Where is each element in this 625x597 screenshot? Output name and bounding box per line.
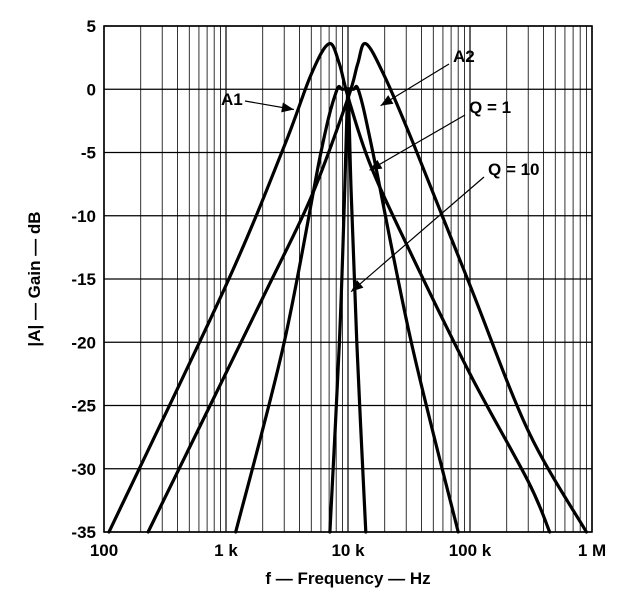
y-tick-labels: 5 0 -5 -10 -15 -20 -25 -30 -35 [71, 17, 96, 542]
x-tick-labels: 100 1 k 10 k 100 k 1 M [90, 541, 606, 560]
arrowhead-q-10 [351, 280, 364, 292]
y-tick-label: -5 [81, 144, 96, 163]
plot-frame [103, 25, 593, 533]
y-tick-label: 0 [87, 80, 96, 99]
y-tick-label: -35 [71, 523, 96, 542]
y-tick-label: -20 [71, 333, 96, 352]
y-tick-label: -30 [71, 460, 96, 479]
x-axis-title: f — Frequency — Hz [265, 569, 430, 588]
annotation-a2: A2 [453, 47, 475, 66]
annotation-q-10: Q = 10 [488, 160, 540, 179]
y-axis-title: |A| — Gain — dB [25, 211, 44, 346]
annotation-q-1: Q = 1 [469, 98, 511, 117]
series-curves [107, 41, 588, 534]
series-line-a2 [146, 41, 588, 534]
arrowhead-q-1 [369, 159, 383, 171]
x-tick-label: 1 M [578, 541, 606, 560]
series-line-q-10 [328, 87, 368, 534]
annotation-a1: A1 [221, 90, 243, 109]
y-tick-label: -15 [71, 270, 96, 289]
series-line-a1 [107, 42, 552, 534]
arrowhead-a1 [281, 102, 294, 113]
y-tick-label: -10 [71, 207, 96, 226]
annotations: A1 A2 Q = 1 Q = 10 [221, 47, 540, 179]
leader-line-q-10 [350, 176, 485, 293]
y-tick-label: -25 [71, 397, 96, 416]
arrowhead-a2 [380, 95, 394, 106]
leader-line-q-1 [369, 114, 466, 171]
y-tick-label: 5 [87, 17, 96, 36]
leader-line-a2 [380, 63, 450, 107]
x-tick-label: 10 k [331, 541, 365, 560]
x-tick-label: 100 [90, 541, 118, 560]
x-tick-label: 1 k [214, 541, 238, 560]
x-tick-label: 100 k [449, 541, 492, 560]
annotation-leaders [244, 63, 485, 293]
